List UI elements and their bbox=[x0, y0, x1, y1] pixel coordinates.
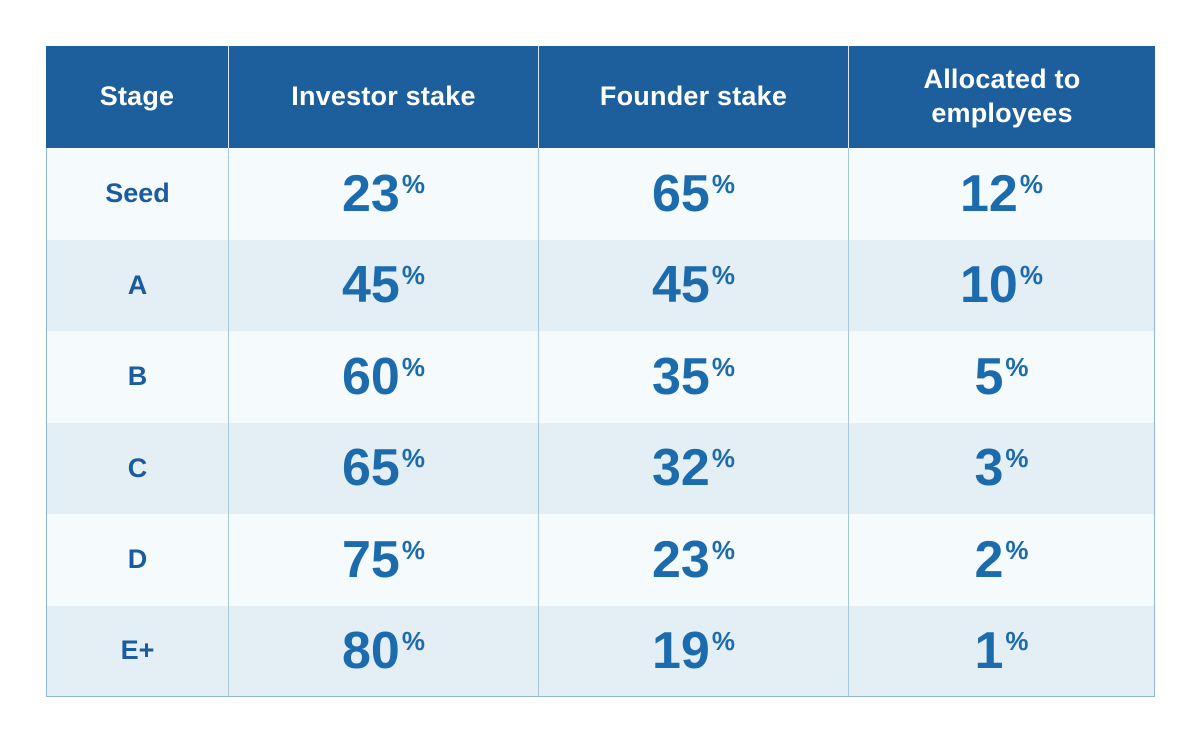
percent-sign: % bbox=[711, 260, 735, 291]
percent-sign: % bbox=[711, 534, 735, 565]
employees-stake-cell: 12% bbox=[848, 148, 1155, 240]
stage-cell: A bbox=[46, 239, 228, 331]
column-header-allocated-to-employees: Allocated to employees bbox=[848, 46, 1155, 148]
column-header-investor-stake: Investor stake bbox=[228, 46, 538, 148]
equity-stake-table: Stage Investor stake Founder stake Alloc… bbox=[46, 46, 1155, 697]
percentage-value: 60% bbox=[342, 347, 425, 406]
employees-stake-cell: 3% bbox=[848, 422, 1155, 514]
founder-stake-cell: 19% bbox=[538, 605, 848, 697]
percentage-value: 5% bbox=[974, 347, 1029, 406]
employees-stake-cell: 5% bbox=[848, 331, 1155, 423]
percent-sign: % bbox=[401, 168, 425, 199]
percentage-value: 12% bbox=[960, 164, 1043, 223]
percent-sign: % bbox=[1005, 443, 1029, 474]
founder-stake-cell: 45% bbox=[538, 239, 848, 331]
percentage-value: 65% bbox=[652, 164, 735, 223]
percent-sign: % bbox=[711, 625, 735, 656]
percentage-value: 65% bbox=[342, 439, 425, 498]
percent-sign: % bbox=[1005, 534, 1029, 565]
percentage-value: 35% bbox=[652, 347, 735, 406]
founder-stake-cell: 23% bbox=[538, 514, 848, 606]
stage-cell: Seed bbox=[46, 148, 228, 240]
percentage-value: 23% bbox=[652, 530, 735, 589]
column-header-stage: Stage bbox=[46, 46, 228, 148]
percent-sign: % bbox=[1005, 625, 1029, 656]
stage-cell: C bbox=[46, 422, 228, 514]
percentage-value: 3% bbox=[974, 439, 1029, 498]
founder-stake-cell: 65% bbox=[538, 148, 848, 240]
percentage-value: 19% bbox=[652, 621, 735, 680]
percentage-value: 45% bbox=[342, 256, 425, 315]
percent-sign: % bbox=[401, 625, 425, 656]
percent-sign: % bbox=[401, 260, 425, 291]
percentage-value: 32% bbox=[652, 439, 735, 498]
column-header-founder-stake: Founder stake bbox=[538, 46, 848, 148]
employees-stake-cell: 1% bbox=[848, 605, 1155, 697]
founder-stake-cell: 32% bbox=[538, 422, 848, 514]
percentage-value: 2% bbox=[974, 530, 1029, 589]
investor-stake-cell: 65% bbox=[228, 422, 538, 514]
employees-stake-cell: 10% bbox=[848, 239, 1155, 331]
percent-sign: % bbox=[711, 443, 735, 474]
founder-stake-cell: 35% bbox=[538, 331, 848, 423]
percentage-value: 75% bbox=[342, 530, 425, 589]
percentage-value: 80% bbox=[342, 621, 425, 680]
percent-sign: % bbox=[1005, 351, 1029, 382]
percent-sign: % bbox=[401, 534, 425, 565]
stage-cell: B bbox=[46, 331, 228, 423]
investor-stake-cell: 45% bbox=[228, 239, 538, 331]
percent-sign: % bbox=[1019, 260, 1043, 291]
percent-sign: % bbox=[1019, 168, 1043, 199]
percent-sign: % bbox=[711, 168, 735, 199]
percentage-value: 10% bbox=[960, 256, 1043, 315]
percentage-value: 45% bbox=[652, 256, 735, 315]
investor-stake-cell: 75% bbox=[228, 514, 538, 606]
investor-stake-cell: 80% bbox=[228, 605, 538, 697]
employees-stake-cell: 2% bbox=[848, 514, 1155, 606]
percent-sign: % bbox=[711, 351, 735, 382]
percent-sign: % bbox=[401, 351, 425, 382]
percentage-value: 1% bbox=[974, 621, 1029, 680]
percent-sign: % bbox=[401, 443, 425, 474]
investor-stake-cell: 60% bbox=[228, 331, 538, 423]
percentage-value: 23% bbox=[342, 164, 425, 223]
investor-stake-cell: 23% bbox=[228, 148, 538, 240]
stage-cell: D bbox=[46, 514, 228, 606]
stage-cell: E+ bbox=[46, 605, 228, 697]
